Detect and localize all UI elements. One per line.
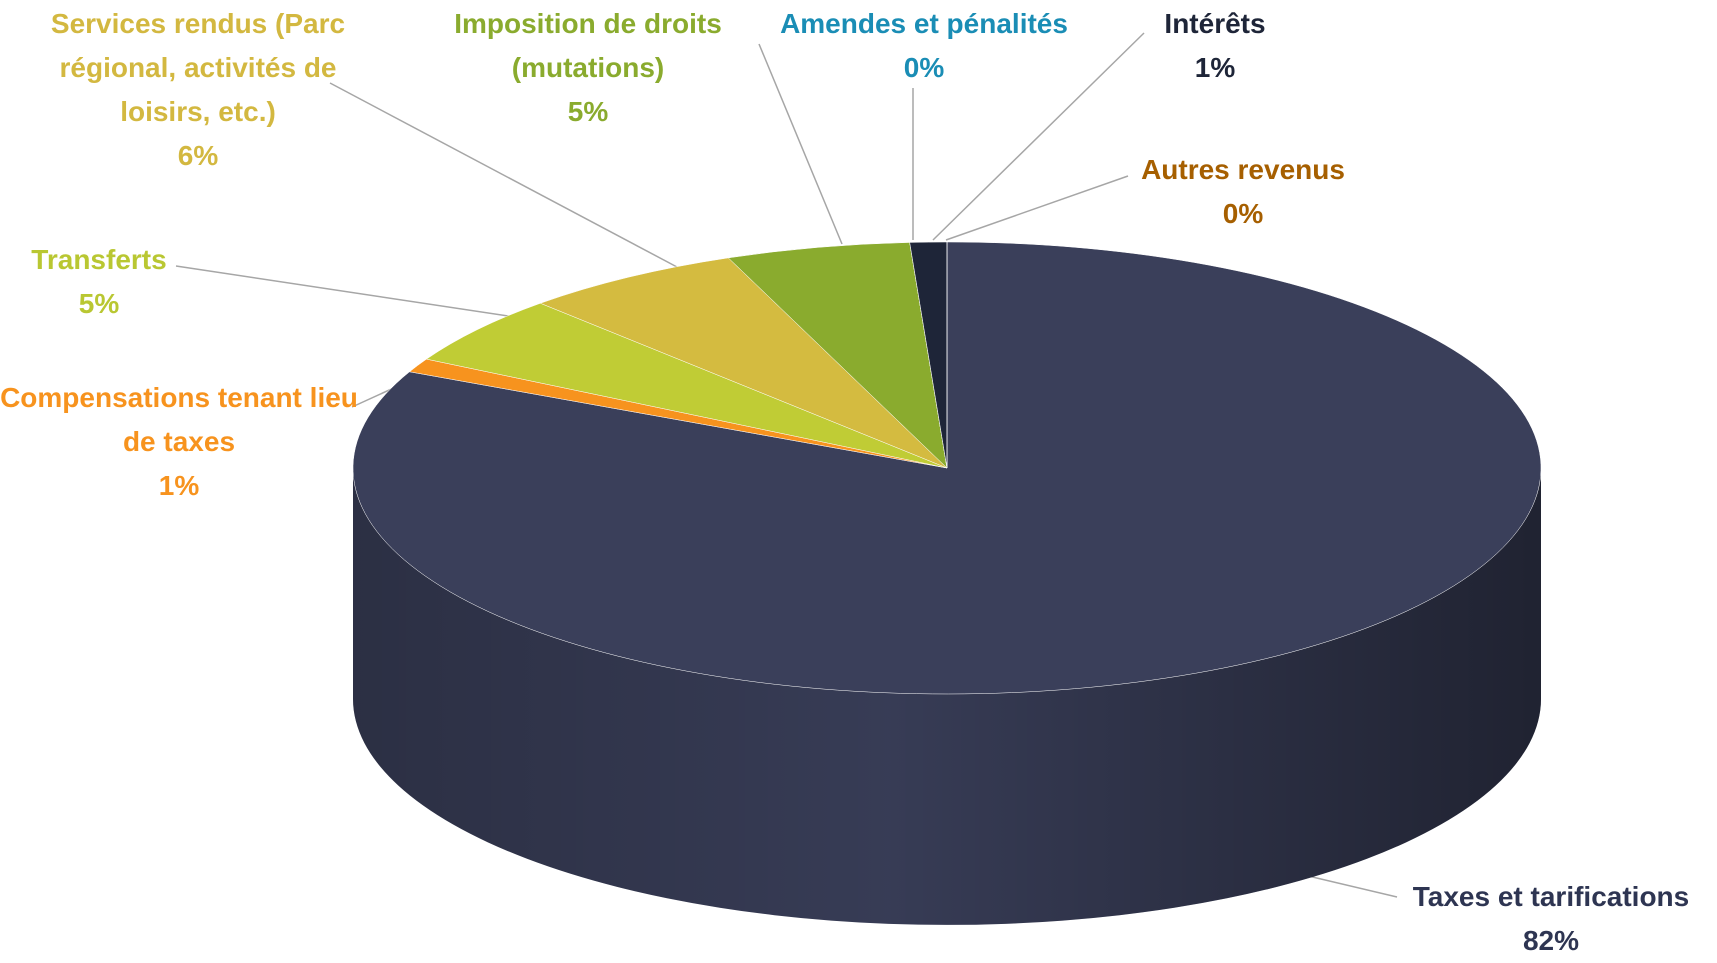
leader-line — [758, 43, 843, 245]
slice — [727, 242, 948, 469]
data-label: Imposition de droits (mutations) 5% — [428, 2, 748, 134]
pie-top — [352, 241, 1542, 695]
pie-sides — [353, 468, 1541, 925]
value-label: 82% — [1522, 925, 1580, 956]
category-label: Intérêts — [1164, 8, 1266, 39]
leader-line — [329, 82, 678, 268]
data-label: Compensations tenant lieu de taxes 1% — [0, 376, 359, 508]
data-label: Intérêts 1% — [1135, 2, 1295, 90]
slice-side-shade — [353, 468, 1541, 925]
slice-side — [353, 468, 1541, 925]
value-label: 0% — [1222, 198, 1264, 229]
category-label: Taxes et tarifications — [1412, 881, 1690, 912]
value-label: 5% — [567, 96, 609, 127]
value-label: 1% — [158, 470, 200, 501]
value-label: 1% — [1194, 52, 1236, 83]
category-label: Autres revenus — [1141, 154, 1345, 185]
leader-lines — [175, 32, 1398, 898]
leader-line — [932, 32, 1145, 241]
leader-line — [175, 265, 529, 320]
category-label: Transferts — [31, 244, 167, 275]
category-label: Compensations tenant lieu de taxes — [0, 382, 358, 457]
value-label: 6% — [177, 140, 219, 171]
value-label: 5% — [78, 288, 120, 319]
data-label: Taxes et tarifications 82% — [1391, 875, 1711, 963]
leader-line — [1303, 874, 1398, 898]
slice — [539, 257, 948, 469]
category-label: Imposition de droits (mutations) — [454, 8, 722, 83]
data-label: Services rendus (Parc régional, activité… — [28, 2, 368, 178]
slice — [425, 302, 948, 469]
value-label: 0% — [903, 52, 945, 83]
data-label: Transferts 5% — [0, 238, 199, 326]
category-label: Amendes et pénalités — [780, 8, 1068, 39]
category-label: Services rendus (Parc régional, activité… — [50, 8, 346, 127]
data-label: Amendes et pénalités 0% — [754, 2, 1094, 90]
leader-line — [945, 175, 1129, 241]
data-label: Autres revenus 0% — [1113, 148, 1373, 236]
